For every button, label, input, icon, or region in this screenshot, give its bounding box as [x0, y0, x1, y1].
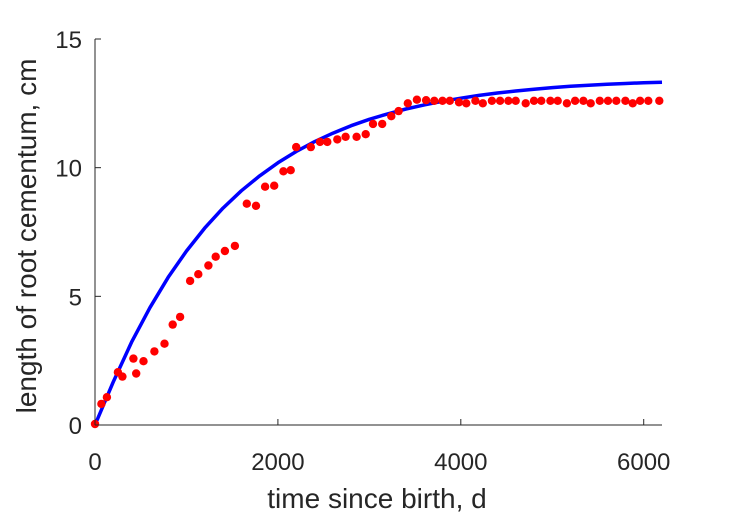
data-point	[462, 99, 471, 108]
fit-curve-line	[93, 80, 663, 426]
data-point	[511, 96, 520, 106]
data-point	[220, 246, 230, 256]
data-point	[185, 276, 195, 286]
x-tick-label: 4000	[434, 449, 487, 476]
data-point	[333, 135, 342, 144]
data-point	[139, 357, 148, 366]
data-point	[529, 96, 539, 106]
y-tick-label: 0	[69, 413, 82, 440]
data-point	[504, 96, 513, 106]
data-point	[160, 339, 169, 348]
data-point	[487, 96, 497, 106]
axes-layer: 0 2000 4000 6000 0 5 10 15	[55, 27, 670, 476]
data-point	[621, 96, 630, 106]
data-point	[102, 393, 112, 402]
data-point	[242, 199, 251, 208]
data-point	[387, 112, 396, 121]
data-point	[438, 96, 447, 106]
x-tick-label: 2000	[251, 449, 304, 476]
data-point	[129, 354, 138, 363]
data-point	[175, 312, 185, 322]
data-point	[412, 95, 422, 104]
x-axis-label: time since birth, d	[267, 483, 486, 514]
y-tick-label: 10	[55, 156, 82, 183]
data-point	[251, 201, 261, 210]
data-point	[570, 96, 580, 106]
data-point	[612, 96, 621, 106]
data-point	[270, 181, 279, 190]
data-point	[352, 132, 361, 141]
data-point	[430, 96, 439, 106]
data-point	[361, 130, 370, 139]
data-point	[478, 99, 487, 108]
data-point	[471, 96, 480, 106]
data-point	[260, 182, 270, 191]
data-point	[521, 99, 530, 108]
data-point	[546, 96, 555, 106]
y-tick-label: 15	[55, 27, 82, 54]
series-layer	[90, 80, 664, 429]
data-point	[644, 96, 653, 106]
x-tick-label: 0	[88, 449, 101, 476]
data-point	[378, 119, 387, 129]
data-point	[537, 96, 546, 106]
data-point	[341, 132, 350, 141]
data-point	[553, 96, 562, 106]
data-point	[368, 119, 378, 129]
data-point	[168, 320, 177, 329]
data-point	[635, 96, 645, 106]
data-point	[292, 142, 301, 152]
data-point	[132, 369, 141, 378]
data-point	[204, 261, 213, 270]
data-point	[454, 98, 464, 107]
data-point	[118, 372, 127, 381]
data-point	[150, 347, 159, 356]
data-point	[306, 142, 315, 152]
data-point	[97, 399, 106, 409]
data-point	[315, 137, 325, 147]
data-point	[421, 96, 431, 105]
data-point	[579, 96, 588, 106]
data-point	[628, 99, 637, 108]
data-point	[279, 167, 288, 176]
data-point	[286, 166, 295, 175]
data-point	[562, 99, 572, 108]
data-point	[445, 96, 454, 106]
data-point	[595, 96, 604, 106]
data-point	[230, 241, 240, 251]
data-point	[323, 137, 332, 147]
data-point	[586, 99, 595, 108]
y-axis-label: length of root cementum, cm	[11, 59, 42, 414]
x-tick-label: 6000	[617, 449, 670, 476]
data-point	[603, 96, 613, 106]
y-tick-label: 5	[69, 284, 82, 311]
data-point	[655, 96, 664, 106]
data-point	[403, 99, 412, 108]
data-point	[495, 96, 505, 106]
data-point	[211, 252, 220, 261]
data-point	[194, 270, 203, 279]
data-point	[394, 106, 403, 116]
